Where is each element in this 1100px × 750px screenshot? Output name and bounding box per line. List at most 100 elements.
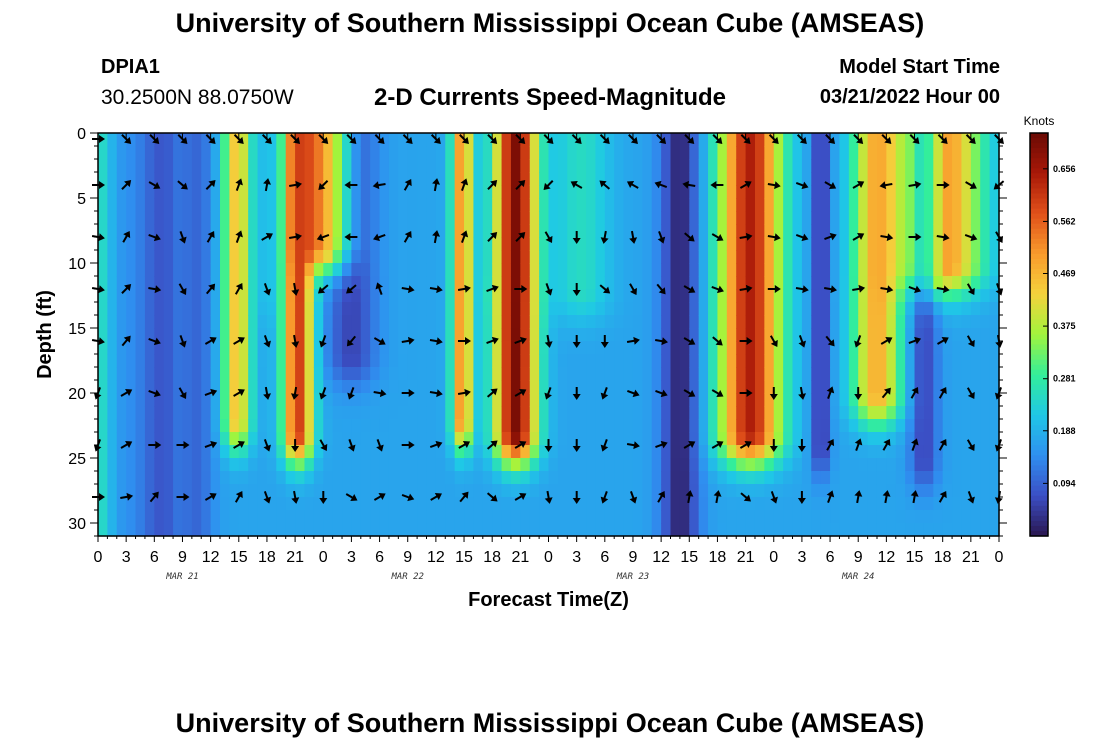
heatmap-cell (670, 172, 681, 186)
heatmap-cell (698, 289, 709, 303)
heatmap-cell (679, 445, 690, 459)
heatmap-cell (445, 263, 456, 277)
heatmap-cell (661, 250, 672, 264)
heatmap-cell (745, 211, 756, 225)
heatmap-cell (332, 471, 343, 485)
heatmap-cell (276, 432, 287, 446)
heatmap-cell (548, 289, 559, 303)
heatmap-cell (670, 471, 681, 485)
heatmap-cell (961, 510, 972, 524)
heatmap-cell (144, 341, 155, 355)
heatmap-cell (238, 367, 249, 381)
heatmap-cell (961, 289, 972, 303)
heatmap-cell (830, 393, 841, 407)
heatmap-cell (266, 484, 277, 498)
heatmap-cell (839, 419, 850, 433)
heatmap-cell (229, 445, 240, 459)
heatmap-cell (313, 289, 324, 303)
arrow-head (685, 490, 694, 497)
current-arrow (967, 491, 975, 504)
heatmap-cell (886, 367, 897, 381)
heatmap-cell (407, 510, 418, 524)
heatmap-cells (98, 133, 1000, 537)
heatmap-cell (895, 367, 906, 381)
heatmap-cell (342, 185, 353, 199)
heatmap-cell (933, 497, 944, 511)
heatmap-cell (557, 523, 568, 537)
current-arrow (825, 335, 835, 347)
heatmap-cell (670, 419, 681, 433)
heatmap-cell (895, 172, 906, 186)
heatmap-cell (332, 198, 343, 212)
heatmap-cell (811, 250, 822, 264)
heatmap-cell (708, 510, 719, 524)
heatmap-cell (839, 146, 850, 160)
heatmap-cell (595, 367, 606, 381)
heatmap-cell (717, 341, 728, 355)
heatmap-cell (417, 497, 428, 511)
heatmap-cell (135, 146, 146, 160)
heatmap-cell (285, 445, 296, 459)
heatmap-cell (632, 224, 643, 238)
heatmap-cell (464, 250, 475, 264)
heatmap-cell (313, 367, 324, 381)
heatmap-cell (952, 406, 963, 420)
heatmap-cell (370, 406, 381, 420)
heatmap-cell (661, 523, 672, 537)
heatmap-cell (642, 315, 653, 329)
heatmap-cell (107, 471, 118, 485)
heatmap-cell (764, 367, 775, 381)
colorbar-segment (1030, 485, 1048, 492)
heatmap-cell (651, 523, 662, 537)
heatmap-cell (98, 276, 108, 290)
heatmap-cell (586, 172, 597, 186)
heatmap-cell (201, 393, 212, 407)
heatmap-cell (323, 354, 334, 368)
current-arrow (938, 490, 947, 503)
heatmap-cell (848, 354, 859, 368)
heatmap-cell (313, 211, 324, 225)
heatmap-cell (257, 458, 268, 472)
heatmap-cell (923, 432, 934, 446)
arrow-head (544, 392, 552, 400)
arrow-head (519, 336, 527, 345)
heatmap-cell (370, 354, 381, 368)
heatmap-cell (745, 133, 756, 147)
heatmap-cell (98, 211, 108, 225)
x-date-label: MAR 21 (165, 572, 199, 582)
heatmap-cell (586, 380, 597, 394)
heatmap-cell (163, 471, 174, 485)
heatmap-cell (295, 354, 306, 368)
heatmap-cell (370, 523, 381, 537)
heatmap-cell (895, 146, 906, 160)
heatmap-cell (276, 198, 287, 212)
heatmap-cell (876, 328, 887, 342)
heatmap-cell (417, 523, 428, 537)
heatmap-cell (173, 471, 184, 485)
heatmap-cell (539, 510, 550, 524)
heatmap-cell (229, 198, 240, 212)
heatmap-cell (435, 484, 446, 498)
heatmap-cell (651, 367, 662, 381)
heatmap-cell (398, 224, 409, 238)
heatmap-cell (426, 367, 437, 381)
heatmap-cell (980, 237, 991, 251)
heatmap-cell (426, 198, 437, 212)
heatmap-cell (285, 198, 296, 212)
current-arrow (768, 134, 779, 144)
heatmap-cell (370, 185, 381, 199)
heatmap-cell (989, 133, 1000, 147)
heatmap-cell (952, 146, 963, 160)
heatmap-cell (689, 393, 700, 407)
heatmap-cell (773, 341, 784, 355)
heatmap-cell (745, 146, 756, 160)
heatmap-cell (529, 302, 540, 316)
heatmap-cell (313, 432, 324, 446)
heatmap-cell (764, 354, 775, 368)
heatmap-cell (407, 419, 418, 433)
heatmap-cell (548, 445, 559, 459)
heatmap-cell (126, 471, 137, 485)
heatmap-cell (107, 380, 118, 394)
x-tick-label: 0 (769, 549, 778, 566)
heatmap-cell (567, 133, 578, 147)
